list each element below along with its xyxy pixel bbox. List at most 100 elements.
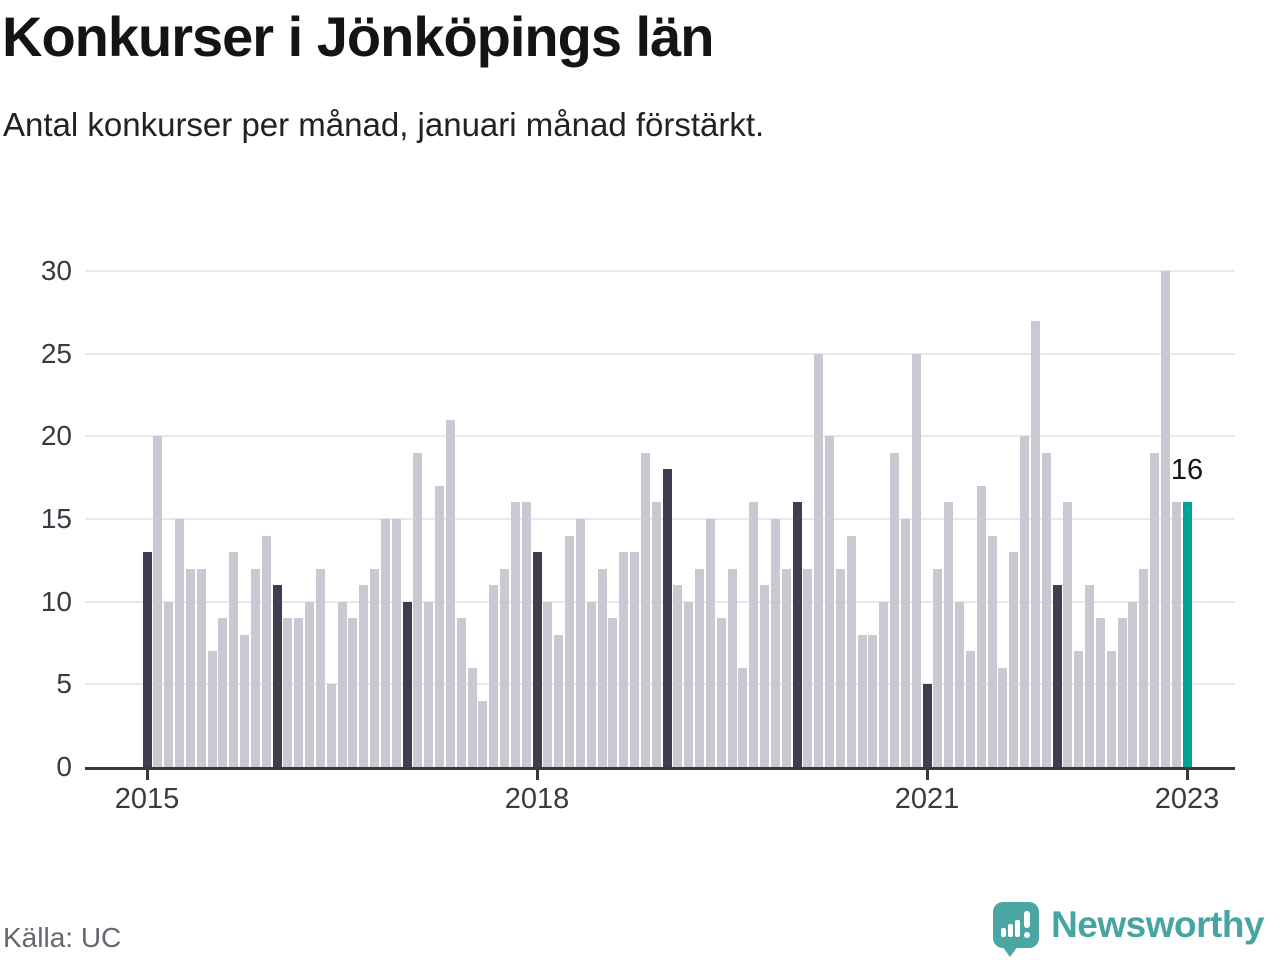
gridline xyxy=(85,435,1235,438)
bar xyxy=(283,618,293,767)
bar xyxy=(781,568,791,767)
bar xyxy=(879,601,889,767)
bar xyxy=(229,552,239,767)
y-tick-label: 0 xyxy=(56,751,72,782)
bar-january xyxy=(532,552,542,767)
bar xyxy=(727,568,737,767)
bar xyxy=(196,568,206,767)
x-tick-label: 2021 xyxy=(894,783,960,815)
bar xyxy=(911,353,921,767)
bar-january xyxy=(662,469,672,767)
bar xyxy=(305,601,314,767)
bar xyxy=(1106,651,1116,767)
bar xyxy=(1160,271,1170,767)
bar xyxy=(651,502,661,767)
bar xyxy=(586,601,596,767)
y-tick-label: 15 xyxy=(40,503,72,534)
bar xyxy=(738,667,748,767)
bar xyxy=(619,552,629,767)
bar xyxy=(890,452,899,767)
bar xyxy=(1074,651,1084,767)
bar xyxy=(413,452,423,767)
newsworthy-speech-bubble-icon xyxy=(993,902,1040,957)
bar xyxy=(185,568,195,767)
bar xyxy=(478,700,488,767)
mini-bar-icon xyxy=(1008,924,1014,937)
speech-bubble-tail xyxy=(1002,946,1019,957)
mini-bar-icon xyxy=(1001,928,1007,937)
bar xyxy=(1150,452,1159,767)
bar xyxy=(814,353,824,767)
bar-january xyxy=(142,552,152,767)
bar xyxy=(510,502,520,767)
bar xyxy=(630,552,639,767)
bar xyxy=(1085,585,1094,767)
bar xyxy=(1128,601,1138,767)
bar xyxy=(164,601,174,767)
bar xyxy=(835,568,845,767)
bar-january xyxy=(792,502,802,767)
exclamation-icon xyxy=(1024,911,1031,928)
bar xyxy=(391,519,401,767)
bar xyxy=(1095,618,1105,767)
bar xyxy=(976,485,986,767)
bar xyxy=(1009,552,1019,767)
bar xyxy=(1139,568,1149,767)
bar xyxy=(565,535,574,767)
bar xyxy=(998,667,1008,767)
bar xyxy=(673,585,683,767)
bar xyxy=(521,502,531,767)
bar xyxy=(261,535,271,767)
bar xyxy=(445,419,455,767)
bar xyxy=(359,585,369,767)
bar xyxy=(770,519,780,767)
bar-january xyxy=(272,585,282,767)
bar-latest xyxy=(1182,502,1192,767)
bar xyxy=(760,585,769,767)
bar xyxy=(456,618,466,767)
bar xyxy=(955,601,964,767)
x-tick-label: 2018 xyxy=(504,783,570,815)
y-tick-label: 30 xyxy=(40,255,72,286)
y-tick-label: 5 xyxy=(56,668,72,700)
x-tick xyxy=(1185,770,1189,780)
bar xyxy=(218,618,228,767)
bar xyxy=(608,618,618,767)
bar xyxy=(424,601,434,767)
gridline xyxy=(85,270,1235,272)
bar xyxy=(716,618,726,767)
bar xyxy=(597,568,607,767)
bar xyxy=(857,634,867,767)
bar xyxy=(575,519,585,767)
newsworthy-wordmark: Newsworthy xyxy=(1051,904,1264,945)
bar xyxy=(467,667,477,767)
y-tick-label: 20 xyxy=(40,420,72,452)
bar xyxy=(175,519,184,767)
bar xyxy=(933,568,943,767)
bar xyxy=(1171,502,1181,767)
y-tick-label: 25 xyxy=(40,337,72,369)
bar xyxy=(240,634,249,767)
bar xyxy=(380,519,390,767)
y-tick-label: 10 xyxy=(40,585,72,617)
gridline xyxy=(85,352,1235,355)
bar xyxy=(695,568,704,767)
bar xyxy=(684,601,694,767)
bar xyxy=(825,436,834,767)
bar xyxy=(207,651,217,767)
bar xyxy=(965,651,975,767)
bar xyxy=(803,568,813,767)
bar xyxy=(749,502,759,767)
bar xyxy=(1041,452,1051,767)
bar-january xyxy=(402,601,412,767)
bar xyxy=(500,568,509,767)
bar xyxy=(1020,436,1029,767)
bar xyxy=(348,618,358,767)
bar xyxy=(640,452,650,767)
page-title: Konkurser i Jönköpings län xyxy=(2,5,714,68)
bar xyxy=(489,585,499,767)
bar xyxy=(337,601,347,767)
bar xyxy=(944,502,954,767)
bar xyxy=(1063,502,1073,767)
newsworthy-logo[interactable]: Newsworthy xyxy=(993,902,1264,957)
